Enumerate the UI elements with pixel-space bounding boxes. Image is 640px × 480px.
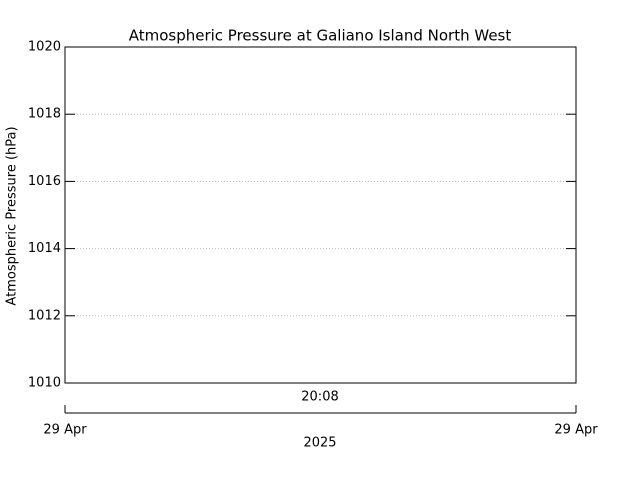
y-tick-label: 1018	[28, 107, 61, 122]
y-tick-label: 1012	[28, 308, 61, 323]
date-label: 29 Apr	[43, 423, 87, 438]
chart-title: Atmospheric Pressure at Galiano Island N…	[129, 27, 512, 45]
y-tick-label: 1016	[28, 174, 61, 189]
time-label: 20:08	[301, 390, 338, 405]
plot-frame	[64, 46, 577, 384]
y-tick-label: 1010	[28, 376, 61, 391]
year-label: 2025	[303, 436, 336, 451]
y-axis-label: Atmospheric Pressure (hPa)	[5, 126, 20, 305]
date-label: 29 Apr	[554, 423, 598, 438]
y-tick-label: 1020	[28, 40, 61, 55]
y-tick-label: 1014	[28, 241, 61, 256]
